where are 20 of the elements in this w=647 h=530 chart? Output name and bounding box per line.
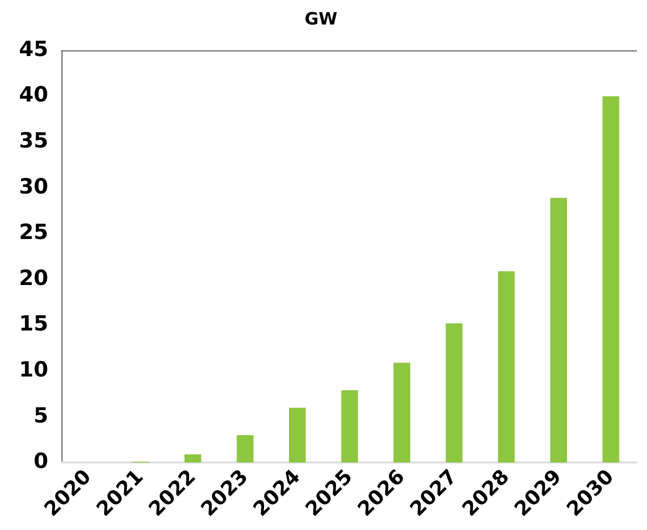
bar [184, 454, 202, 463]
bar [498, 271, 515, 463]
bar [236, 435, 254, 463]
bar [289, 408, 306, 463]
bar [341, 390, 358, 463]
bar [394, 362, 410, 463]
y-tick-label: 0 [34, 449, 48, 474]
y-tick-label: 25 [18, 220, 48, 244]
bar [446, 323, 462, 463]
chart-title: GW [304, 10, 338, 30]
y-tick-label: 45 [18, 36, 48, 61]
y-tick-label: 10 [18, 358, 48, 382]
bar [602, 96, 620, 463]
bar [550, 198, 567, 463]
y-tick-label: 40 [18, 82, 48, 107]
y-tick-label: 15 [18, 312, 48, 336]
y-tick-label: 30 [18, 174, 48, 198]
y-tick-label: 5 [34, 403, 48, 428]
y-tick-label: 35 [18, 128, 48, 152]
y-tick-label: 20 [18, 266, 48, 290]
